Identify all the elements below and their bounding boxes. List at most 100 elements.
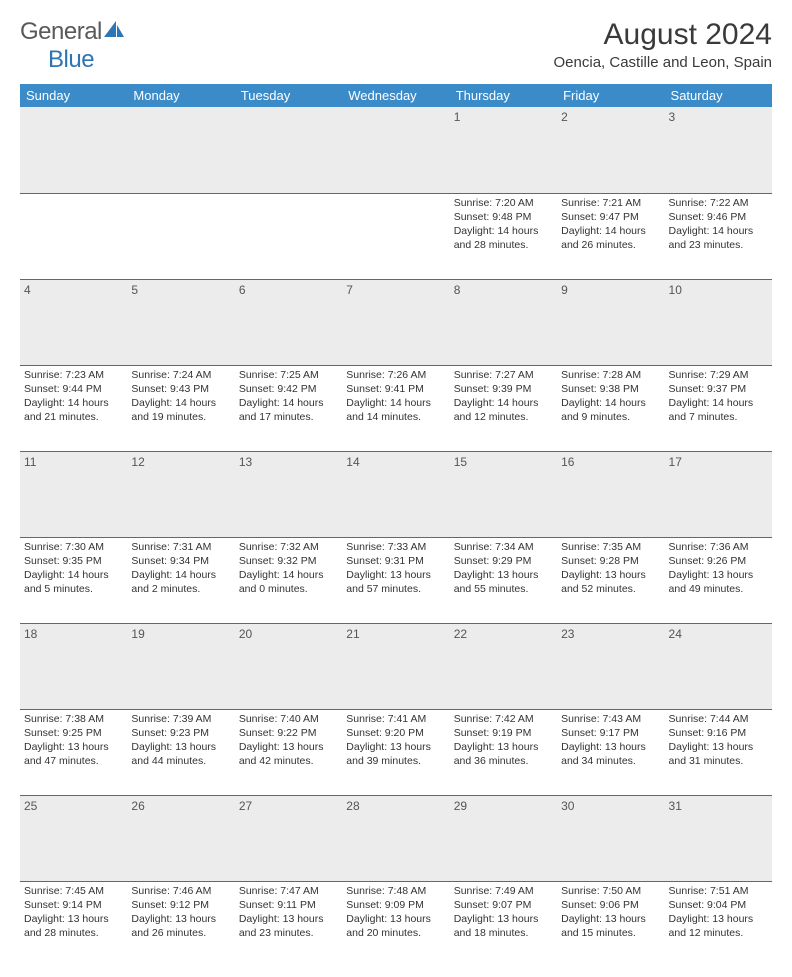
- daylight-line: Daylight: 13 hours and 49 minutes.: [669, 568, 768, 596]
- day-details-cell: Sunrise: 7:49 AMSunset: 9:07 PMDaylight:…: [450, 881, 557, 967]
- day-number: 24: [669, 627, 682, 641]
- daylight-line: Daylight: 13 hours and 57 minutes.: [346, 568, 445, 596]
- day-number-cell: 21: [342, 623, 449, 709]
- sunset-line: Sunset: 9:04 PM: [669, 898, 768, 912]
- details-row: Sunrise: 7:45 AMSunset: 9:14 PMDaylight:…: [20, 881, 772, 967]
- day-details-cell: Sunrise: 7:22 AMSunset: 9:46 PMDaylight:…: [665, 193, 772, 279]
- sunrise-line: Sunrise: 7:36 AM: [669, 540, 768, 554]
- sunrise-line: Sunrise: 7:39 AM: [131, 712, 230, 726]
- day-details-cell: Sunrise: 7:32 AMSunset: 9:32 PMDaylight:…: [235, 537, 342, 623]
- daynum-row: 11121314151617: [20, 451, 772, 537]
- daylight-line: Daylight: 14 hours and 28 minutes.: [454, 224, 553, 252]
- sunrise-line: Sunrise: 7:47 AM: [239, 884, 338, 898]
- daylight-line: Daylight: 13 hours and 52 minutes.: [561, 568, 660, 596]
- sunset-line: Sunset: 9:44 PM: [24, 382, 123, 396]
- daylight-line: Daylight: 13 hours and 20 minutes.: [346, 912, 445, 940]
- day-details-cell: Sunrise: 7:40 AMSunset: 9:22 PMDaylight:…: [235, 709, 342, 795]
- day-number: 6: [239, 283, 246, 297]
- sunrise-line: Sunrise: 7:51 AM: [669, 884, 768, 898]
- day-number: 12: [131, 455, 144, 469]
- day-details-cell: Sunrise: 7:28 AMSunset: 9:38 PMDaylight:…: [557, 365, 664, 451]
- details-row: Sunrise: 7:20 AMSunset: 9:48 PMDaylight:…: [20, 193, 772, 279]
- day-number-cell: 13: [235, 451, 342, 537]
- location: Oencia, Castille and Leon, Spain: [554, 54, 772, 71]
- day-number: 3: [669, 110, 676, 124]
- daylight-line: Daylight: 14 hours and 17 minutes.: [239, 396, 338, 424]
- logo-text-blue: Blue: [48, 46, 94, 73]
- day-number-cell: [20, 107, 127, 193]
- day-number-cell: 12: [127, 451, 234, 537]
- weekday-header: Tuesday: [235, 84, 342, 107]
- daylight-line: Daylight: 13 hours and 12 minutes.: [669, 912, 768, 940]
- sunset-line: Sunset: 9:42 PM: [239, 382, 338, 396]
- weekday-header: Wednesday: [342, 84, 449, 107]
- day-number: 26: [131, 799, 144, 813]
- daylight-line: Daylight: 13 hours and 18 minutes.: [454, 912, 553, 940]
- daylight-line: Daylight: 13 hours and 23 minutes.: [239, 912, 338, 940]
- weekday-header: Sunday: [20, 84, 127, 107]
- sunrise-line: Sunrise: 7:50 AM: [561, 884, 660, 898]
- day-number: 31: [669, 799, 682, 813]
- sunrise-line: Sunrise: 7:41 AM: [346, 712, 445, 726]
- daylight-line: Daylight: 13 hours and 39 minutes.: [346, 740, 445, 768]
- daylight-line: Daylight: 14 hours and 26 minutes.: [561, 224, 660, 252]
- day-number-cell: 8: [450, 279, 557, 365]
- day-number: 23: [561, 627, 574, 641]
- details-row: Sunrise: 7:38 AMSunset: 9:25 PMDaylight:…: [20, 709, 772, 795]
- day-details-cell: Sunrise: 7:35 AMSunset: 9:28 PMDaylight:…: [557, 537, 664, 623]
- sunrise-line: Sunrise: 7:27 AM: [454, 368, 553, 382]
- daylight-line: Daylight: 14 hours and 0 minutes.: [239, 568, 338, 596]
- day-number-cell: 24: [665, 623, 772, 709]
- sunrise-line: Sunrise: 7:23 AM: [24, 368, 123, 382]
- day-details-cell: Sunrise: 7:44 AMSunset: 9:16 PMDaylight:…: [665, 709, 772, 795]
- day-details-cell: Sunrise: 7:30 AMSunset: 9:35 PMDaylight:…: [20, 537, 127, 623]
- sunset-line: Sunset: 9:47 PM: [561, 210, 660, 224]
- day-number-cell: 14: [342, 451, 449, 537]
- daylight-line: Daylight: 13 hours and 47 minutes.: [24, 740, 123, 768]
- details-row: Sunrise: 7:30 AMSunset: 9:35 PMDaylight:…: [20, 537, 772, 623]
- day-number-cell: 23: [557, 623, 664, 709]
- sunrise-line: Sunrise: 7:21 AM: [561, 196, 660, 210]
- sunrise-line: Sunrise: 7:22 AM: [669, 196, 768, 210]
- sunrise-line: Sunrise: 7:24 AM: [131, 368, 230, 382]
- daylight-line: Daylight: 13 hours and 31 minutes.: [669, 740, 768, 768]
- day-details-cell: Sunrise: 7:20 AMSunset: 9:48 PMDaylight:…: [450, 193, 557, 279]
- day-number: 16: [561, 455, 574, 469]
- daylight-line: Daylight: 13 hours and 42 minutes.: [239, 740, 338, 768]
- sunset-line: Sunset: 9:11 PM: [239, 898, 338, 912]
- day-number: 14: [346, 455, 359, 469]
- day-number-cell: 9: [557, 279, 664, 365]
- daynum-row: 25262728293031: [20, 795, 772, 881]
- day-number-cell: 10: [665, 279, 772, 365]
- day-number: 28: [346, 799, 359, 813]
- day-details-cell: Sunrise: 7:34 AMSunset: 9:29 PMDaylight:…: [450, 537, 557, 623]
- sunset-line: Sunset: 9:34 PM: [131, 554, 230, 568]
- day-number-cell: 16: [557, 451, 664, 537]
- sunrise-line: Sunrise: 7:32 AM: [239, 540, 338, 554]
- day-details-cell: Sunrise: 7:43 AMSunset: 9:17 PMDaylight:…: [557, 709, 664, 795]
- day-details-cell: Sunrise: 7:48 AMSunset: 9:09 PMDaylight:…: [342, 881, 449, 967]
- sunset-line: Sunset: 9:14 PM: [24, 898, 123, 912]
- day-number: 27: [239, 799, 252, 813]
- daylight-line: Daylight: 13 hours and 44 minutes.: [131, 740, 230, 768]
- sunset-line: Sunset: 9:23 PM: [131, 726, 230, 740]
- day-details-cell: Sunrise: 7:25 AMSunset: 9:42 PMDaylight:…: [235, 365, 342, 451]
- day-details-cell: Sunrise: 7:47 AMSunset: 9:11 PMDaylight:…: [235, 881, 342, 967]
- day-details-cell: Sunrise: 7:46 AMSunset: 9:12 PMDaylight:…: [127, 881, 234, 967]
- calendar-header-row: SundayMondayTuesdayWednesdayThursdayFrid…: [20, 84, 772, 107]
- day-number-cell: [127, 107, 234, 193]
- weekday-header: Thursday: [450, 84, 557, 107]
- sunrise-line: Sunrise: 7:31 AM: [131, 540, 230, 554]
- weekday-header: Friday: [557, 84, 664, 107]
- day-details-cell: Sunrise: 7:41 AMSunset: 9:20 PMDaylight:…: [342, 709, 449, 795]
- calendar-body: 123Sunrise: 7:20 AMSunset: 9:48 PMDaylig…: [20, 107, 772, 967]
- day-details-cell: Sunrise: 7:24 AMSunset: 9:43 PMDaylight:…: [127, 365, 234, 451]
- day-number: 8: [454, 283, 461, 297]
- sunrise-line: Sunrise: 7:25 AM: [239, 368, 338, 382]
- day-details-cell: Sunrise: 7:42 AMSunset: 9:19 PMDaylight:…: [450, 709, 557, 795]
- day-number-cell: 11: [20, 451, 127, 537]
- day-number: 1: [454, 110, 461, 124]
- day-number: 25: [24, 799, 37, 813]
- sunrise-line: Sunrise: 7:34 AM: [454, 540, 553, 554]
- sunset-line: Sunset: 9:32 PM: [239, 554, 338, 568]
